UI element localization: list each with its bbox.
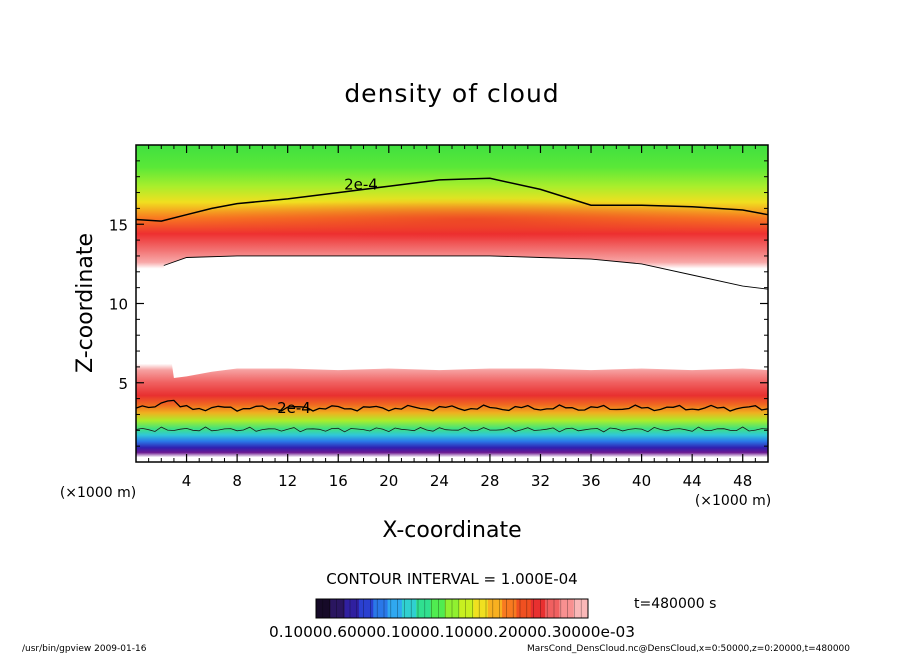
contour-line-bottom — [135, 426, 769, 433]
colorbar-tick-labels: 0.10000.60000.10000.10000.20000.30000e-0… — [269, 623, 635, 641]
x-tick-label: 12 — [278, 472, 297, 490]
colorbar-swatch — [316, 599, 331, 618]
colorbar-swatch — [358, 599, 374, 618]
x-tick-label: 20 — [379, 472, 398, 490]
colorbar-swatch — [516, 599, 532, 618]
colorbar-swatch — [487, 599, 503, 618]
time-label: t=480000 s — [634, 596, 716, 612]
contour-line-upper — [135, 177, 769, 222]
contour-line-lower — [135, 399, 769, 412]
plot-area: 2e-4 2e-4 — [135, 144, 770, 463]
footer-right: MarsCond_DensCloud.nc@DensCloud,x=0:5000… — [527, 644, 850, 654]
x-tick-label: 40 — [632, 472, 651, 490]
contour-label-lower: 2e-4 — [277, 399, 311, 417]
colorbar-swatch — [373, 599, 389, 618]
colorbar-swatch — [430, 599, 446, 618]
y-axis-unit: (×1000 m) — [60, 485, 136, 501]
x-axis-label: X-coordinate — [382, 518, 521, 543]
density-core-upper — [170, 198, 770, 242]
y-tick-label: 5 — [118, 375, 128, 393]
colorbar-swatch — [473, 599, 489, 618]
x-axis-unit: (×1000 m) — [695, 493, 771, 509]
contour-interval-label: CONTOUR INTERVAL = 1.000E-04 — [326, 570, 577, 588]
colorbar — [316, 599, 589, 618]
chart-title: density of cloud — [344, 79, 559, 108]
colorbar-swatch — [530, 599, 546, 618]
x-tick-label: 8 — [232, 472, 242, 490]
footer-left: /usr/bin/gpview 2009-01-16 — [22, 644, 147, 654]
colorbar-frame — [315, 598, 589, 619]
x-tick-label: 28 — [480, 472, 499, 490]
x-tick-label: 48 — [733, 472, 752, 490]
colorbar-swatch — [559, 599, 575, 618]
y-axis-ticks: 5 10 15 — [109, 160, 768, 447]
colorbar-swatch — [545, 599, 560, 618]
x-tick-label: 44 — [683, 472, 702, 490]
colorbar-swatch — [459, 599, 474, 618]
x-tick-label: 36 — [581, 472, 600, 490]
y-tick-label: 10 — [109, 296, 128, 314]
colorbar-swatch — [330, 599, 346, 618]
clear-region — [136, 255, 768, 378]
x-tick-label: 32 — [531, 472, 550, 490]
x-tick-label: 4 — [182, 472, 192, 490]
y-tick-label: 15 — [109, 216, 128, 234]
colorbar-swatch — [502, 599, 517, 618]
colorbar-swatch — [416, 599, 432, 618]
colorbar-swatch — [444, 599, 460, 618]
colorbar-swatch — [344, 599, 360, 618]
colorbar-swatch — [573, 599, 589, 618]
colorbar-swatch — [387, 599, 403, 618]
colorbar-swatch — [401, 599, 417, 618]
x-tick-label: 24 — [430, 472, 449, 490]
x-tick-label: 16 — [329, 472, 348, 490]
contour-label-upper: 2e-4 — [344, 176, 378, 194]
clear-region-edge — [163, 255, 769, 290]
x-axis-ticks: 4 8 12 16 20 24 28 32 36 40 44 48 — [148, 145, 756, 490]
y-axis-label: Z-coordinate — [73, 233, 98, 373]
